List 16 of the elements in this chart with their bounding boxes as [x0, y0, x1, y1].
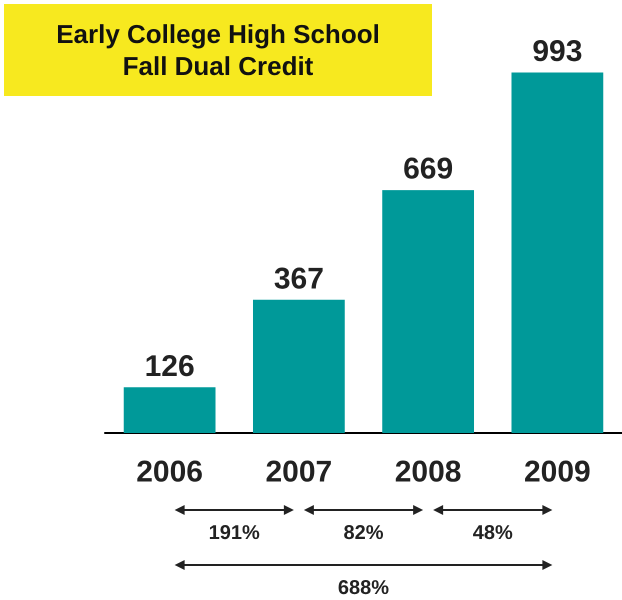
data-label: 126: [144, 350, 195, 383]
bar: [124, 387, 216, 433]
x-tick-label: 2006: [136, 456, 203, 488]
text: 688%: [338, 577, 390, 600]
data-label: 993: [532, 35, 582, 68]
data-label: 669: [403, 152, 454, 186]
text: 191%: [208, 522, 260, 545]
x-tick-label: 2007: [266, 456, 332, 488]
bar: [511, 72, 604, 433]
bar: [252, 300, 345, 433]
x-tick-label: 2009: [524, 456, 591, 488]
x-tick-label: 2008: [394, 456, 462, 488]
text: 82%: [343, 522, 384, 545]
text: 48%: [472, 522, 513, 545]
bar: [382, 190, 474, 433]
data-label: 367: [274, 262, 324, 296]
